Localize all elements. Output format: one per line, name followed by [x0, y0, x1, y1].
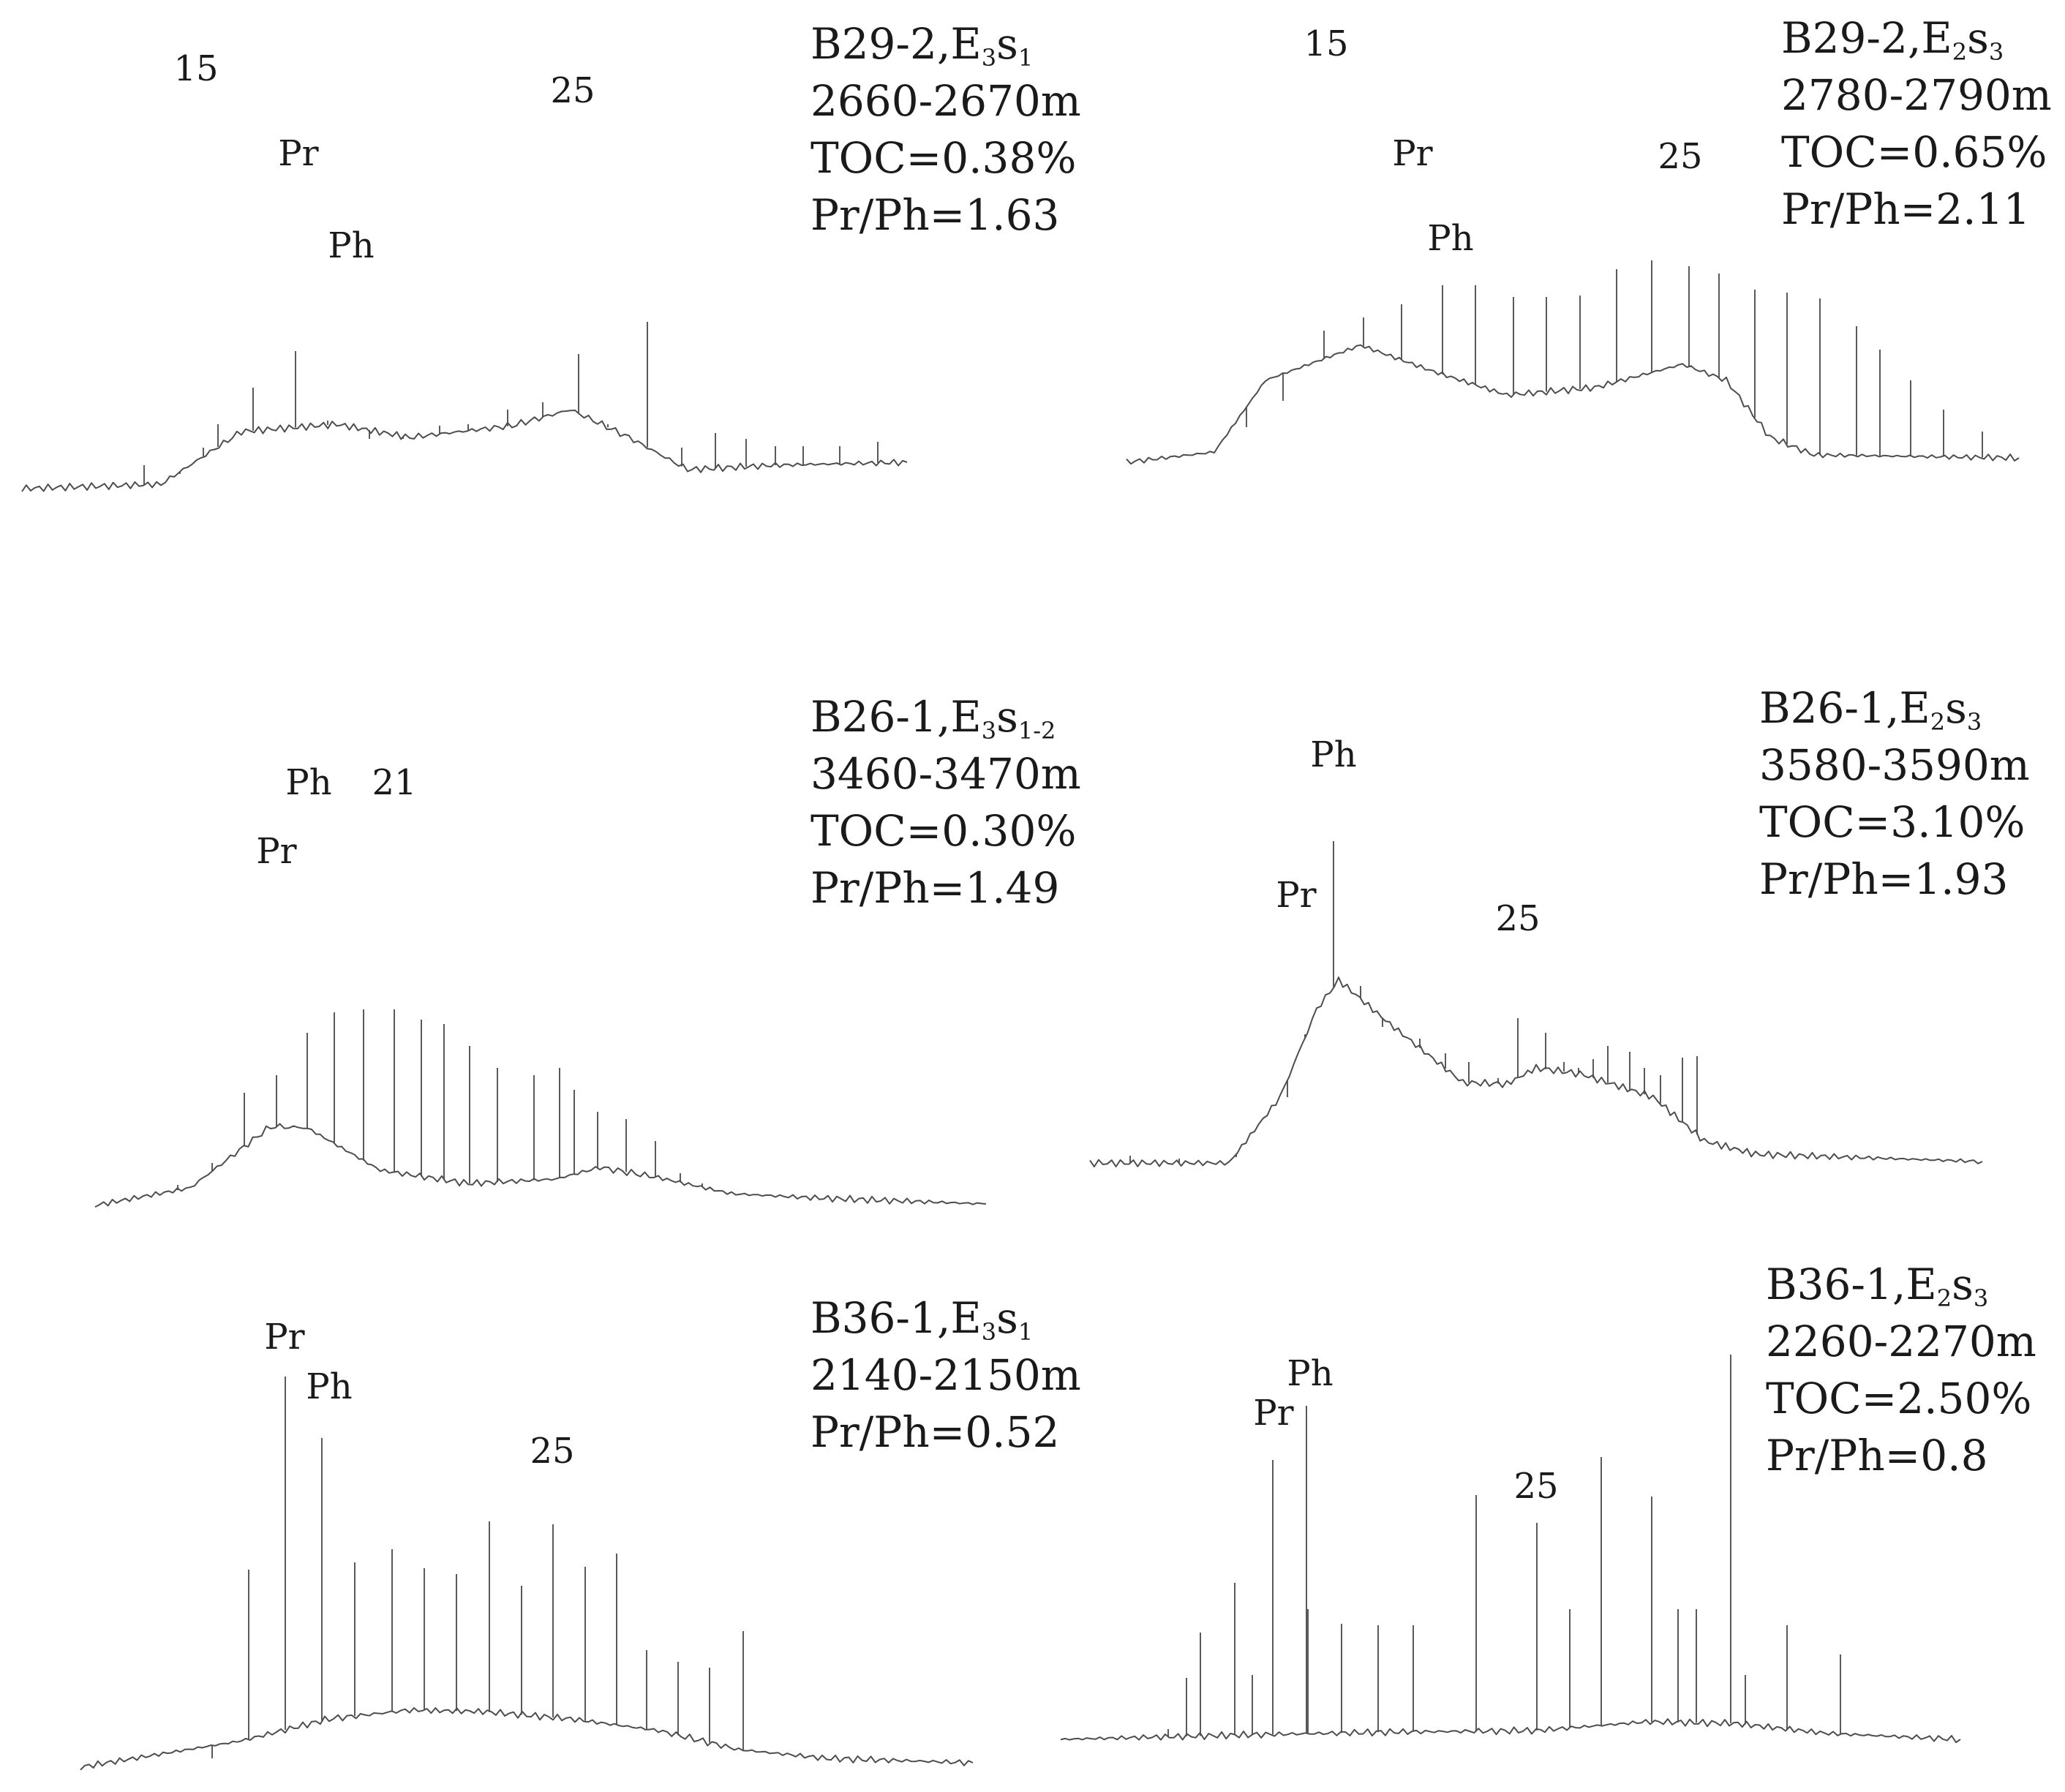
sample-formation-label: B26-1,E2s3: [1759, 683, 1982, 736]
panel-b26-1-e2s3: Pr Ph 25 B26-1,E2s3 3580-3590m TOC=3.10%…: [1089, 683, 2030, 1167]
toc-label: TOC=0.30%: [810, 806, 1076, 856]
peak-label-c15: 15: [1304, 23, 1348, 64]
peak-label-ph: Ph: [306, 1366, 352, 1407]
pr-ph-ratio-label: Pr/Ph=2.11: [1781, 184, 2030, 234]
panel-b36-1-e3s1: Pr Ph 25 B36-1,E3s1 2140-2150m Pr/Ph=0.5…: [80, 1293, 1081, 1771]
baseline-hump: [80, 1707, 974, 1771]
peak-label-pr: Pr: [1253, 1393, 1293, 1434]
peak-label-c25: 25: [530, 1431, 574, 1472]
peak-label-pr: Pr: [1392, 133, 1432, 174]
depth-label: 3580-3590m: [1759, 740, 2030, 790]
panel-b29-2-e3s1: 15 Pr Ph 25 B29-2,E3s1 2660-2670m TOC=0.…: [21, 19, 1081, 492]
peak-label-c25: 25: [550, 70, 595, 111]
peak-label-c21: 21: [372, 762, 416, 803]
peak-label-c25: 25: [1495, 898, 1540, 939]
depth-label: 2140-2150m: [810, 1350, 1081, 1400]
sample-formation-label: B26-1,E3s1-2: [810, 692, 1056, 745]
pr-ph-ratio-label: Pr/Ph=1.63: [810, 190, 1059, 240]
depth-label: 2660-2670m: [810, 76, 1081, 126]
baseline-hump: [1089, 976, 1983, 1167]
peak-label-c15: 15: [173, 48, 218, 89]
depth-label: 2780-2790m: [1781, 70, 2052, 120]
peak-group: [211, 1377, 744, 1758]
peak-label-pr: Pr: [256, 831, 296, 872]
peak-label-ph: Ph: [1427, 218, 1473, 259]
panel-b36-1-e2s3: Pr Ph 25 B36-1,E2s3 2260-2270m TOC=2.50%…: [1060, 1260, 2036, 1744]
peak-label-c25: 25: [1513, 1466, 1558, 1507]
baseline-hump: [1060, 1718, 1961, 1744]
panel-b26-1-e3s1-2: Pr Ph 21 B26-1,E3s1-2 3460-3470m TOC=0.3…: [94, 692, 1081, 1208]
peak-group: [1129, 841, 1698, 1163]
toc-label: TOC=3.10%: [1759, 797, 2025, 847]
peak-label-ph: Ph: [1287, 1353, 1333, 1394]
pr-ph-ratio-label: Pr/Ph=0.52: [810, 1407, 1059, 1457]
peak-group: [1167, 1355, 1841, 1737]
peak-label-ph: Ph: [328, 225, 374, 266]
sample-formation-label: B36-1,E3s1: [810, 1293, 1033, 1346]
toc-label: TOC=0.65%: [1781, 127, 2047, 177]
pr-ph-ratio-label: Pr/Ph=1.49: [810, 863, 1059, 913]
peak-label-ph: Ph: [1310, 734, 1356, 775]
sample-formation-label: B36-1,E2s3: [1766, 1260, 1988, 1312]
peak-label-pr: Pr: [1276, 875, 1316, 916]
peak-group: [143, 322, 879, 485]
depth-label: 3460-3470m: [810, 749, 1081, 799]
toc-label: TOC=2.50%: [1766, 1374, 2031, 1423]
peak-group: [1246, 260, 1983, 458]
peak-label-pr: Pr: [264, 1317, 304, 1358]
panel-b29-2-e2s3: 15 Pr Ph 25 B29-2,E2s3 2780-2790m TOC=0.…: [1126, 13, 2052, 465]
peak-label-pr: Pr: [278, 133, 318, 174]
sample-formation-label: B29-2,E3s1: [810, 19, 1033, 72]
depth-label: 2260-2270m: [1766, 1317, 2036, 1366]
pr-ph-ratio-label: Pr/Ph=0.8: [1766, 1431, 1988, 1480]
pr-ph-ratio-label: Pr/Ph=1.93: [1759, 854, 2008, 904]
peak-label-c25: 25: [1658, 136, 1702, 177]
peak-label-ph: Ph: [285, 762, 331, 803]
sample-formation-label: B29-2,E2s3: [1781, 13, 2004, 66]
baseline-hump: [1126, 344, 2020, 465]
peak-group: [177, 1009, 703, 1191]
toc-label: TOC=0.38%: [810, 133, 1076, 183]
baseline-hump: [21, 410, 908, 492]
baseline-hump: [94, 1123, 987, 1208]
